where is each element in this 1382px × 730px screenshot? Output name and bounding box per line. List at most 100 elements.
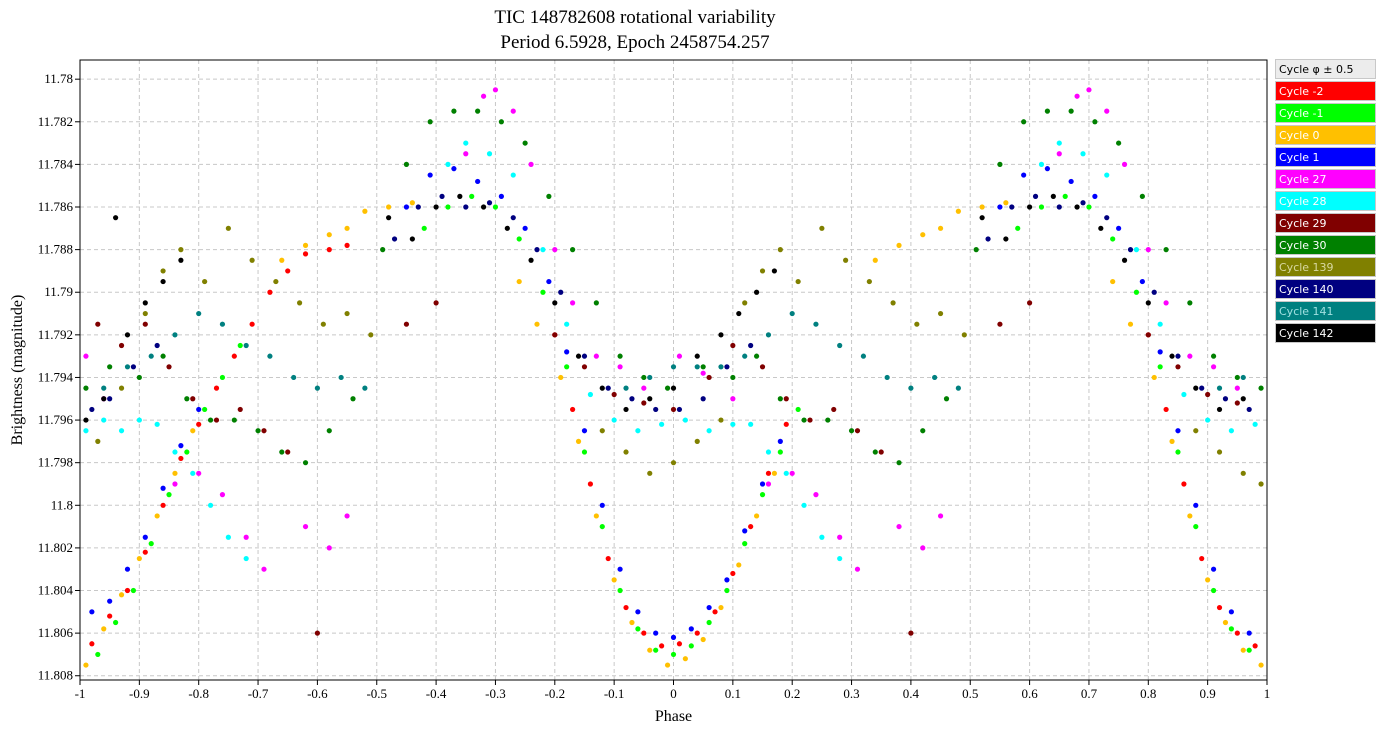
data-point (581, 353, 588, 359)
x-tick-label: 1 (1264, 686, 1270, 701)
data-point (908, 385, 914, 391)
data-point (647, 470, 653, 476)
data-point (736, 310, 742, 317)
data-point (142, 300, 148, 306)
data-point (1216, 406, 1223, 413)
series-cycle-142 (83, 193, 1246, 423)
data-point (843, 257, 849, 263)
data-point (1193, 502, 1199, 508)
data-point (807, 417, 813, 423)
data-point (516, 278, 522, 285)
data-point (706, 374, 712, 381)
data-point (599, 502, 605, 508)
data-point (712, 609, 718, 615)
data-point (1187, 513, 1193, 519)
legend-item-cycle-28[interactable]: Cycle 28 (1275, 191, 1376, 211)
data-point (107, 598, 113, 604)
legend-item-cycle-30[interactable]: Cycle 30 (1275, 235, 1376, 255)
data-point (1193, 523, 1199, 530)
data-point (546, 278, 552, 285)
data-point (742, 528, 748, 534)
data-point (522, 140, 528, 146)
legend-item-cycle-2[interactable]: Cycle -2 (1275, 81, 1376, 101)
data-point (1032, 193, 1039, 199)
data-point (1127, 321, 1134, 327)
data-point (795, 278, 801, 285)
legend-item-cycle-29[interactable]: Cycle 29 (1275, 213, 1376, 233)
data-point (1228, 609, 1234, 615)
data-point (765, 332, 772, 338)
data-point (629, 619, 635, 626)
data-point (837, 342, 843, 349)
data-point (659, 643, 665, 649)
data-point (819, 225, 825, 231)
legend-item-cycle-140[interactable]: Cycle 140 (1275, 279, 1376, 299)
data-point (1127, 247, 1134, 253)
data-point (783, 396, 789, 402)
data-point (896, 242, 902, 248)
data-point (1210, 587, 1217, 594)
chart-canvas: -1 -0.9 -0.8 -0.7 -0.6 -0.5 -0.4 -0.3 -0.2 -0.1 0 0… (9, 59, 1270, 725)
y-tick-label: 11.8 (51, 497, 73, 512)
data-point (641, 374, 647, 381)
data-point (1044, 108, 1051, 114)
data-point (623, 604, 629, 611)
data-point (101, 396, 107, 402)
data-point (854, 566, 861, 572)
data-point (837, 534, 843, 540)
series-cycle-141 (101, 310, 1246, 391)
data-point (670, 385, 677, 391)
data-point (148, 541, 154, 547)
data-point (1003, 236, 1009, 242)
data-point (136, 374, 142, 381)
legend-item-cycle-27[interactable]: Cycle 27 (1275, 169, 1376, 189)
data-point (831, 406, 837, 413)
data-point (623, 449, 629, 455)
legend-item-cycle-1[interactable]: Cycle -1 (1275, 103, 1376, 123)
data-point (1068, 178, 1074, 185)
data-point (1175, 364, 1181, 370)
data-point (451, 108, 457, 114)
legend-item-cycle-1[interactable]: Cycle 1 (1275, 147, 1376, 167)
data-point (765, 481, 772, 487)
data-point (748, 523, 754, 530)
data-point (1175, 449, 1181, 455)
data-point (83, 353, 89, 359)
data-point (166, 492, 172, 498)
data-point (415, 204, 421, 210)
data-point (623, 385, 629, 391)
x-tick-label: -0.4 (426, 686, 447, 701)
data-point (860, 353, 867, 359)
series-cycle-30 (83, 108, 1264, 466)
x-axis-label: Phase (655, 708, 692, 725)
y-tick-label: 11.806 (38, 625, 74, 640)
data-point (878, 449, 884, 455)
data-point (118, 342, 125, 349)
data-point (682, 417, 688, 423)
data-point (1187, 353, 1193, 359)
legend-header[interactable]: Cycle φ ± 0.5 (1275, 59, 1376, 79)
data-point (742, 541, 748, 547)
data-point (1199, 385, 1205, 391)
data-point (1258, 662, 1264, 668)
data-point (178, 247, 184, 253)
data-point (1234, 400, 1240, 406)
data-point (1210, 364, 1217, 370)
data-point (362, 208, 368, 214)
legend-item-cycle-142[interactable]: Cycle 142 (1275, 323, 1376, 343)
data-point (190, 396, 196, 402)
data-point (1015, 225, 1021, 231)
legend-item-cycle-141[interactable]: Cycle 141 (1275, 301, 1376, 321)
legend-item-cycle-139[interactable]: Cycle 139 (1275, 257, 1376, 277)
data-point (498, 193, 504, 199)
legend-item-cycle-0[interactable]: Cycle 0 (1275, 125, 1376, 145)
data-point (427, 119, 433, 125)
data-point (641, 385, 647, 391)
data-point (403, 321, 410, 327)
data-point (475, 108, 481, 114)
data-point (107, 613, 113, 619)
data-point (320, 321, 326, 327)
data-point (896, 460, 902, 466)
data-point (124, 566, 131, 572)
data-point (279, 449, 285, 455)
